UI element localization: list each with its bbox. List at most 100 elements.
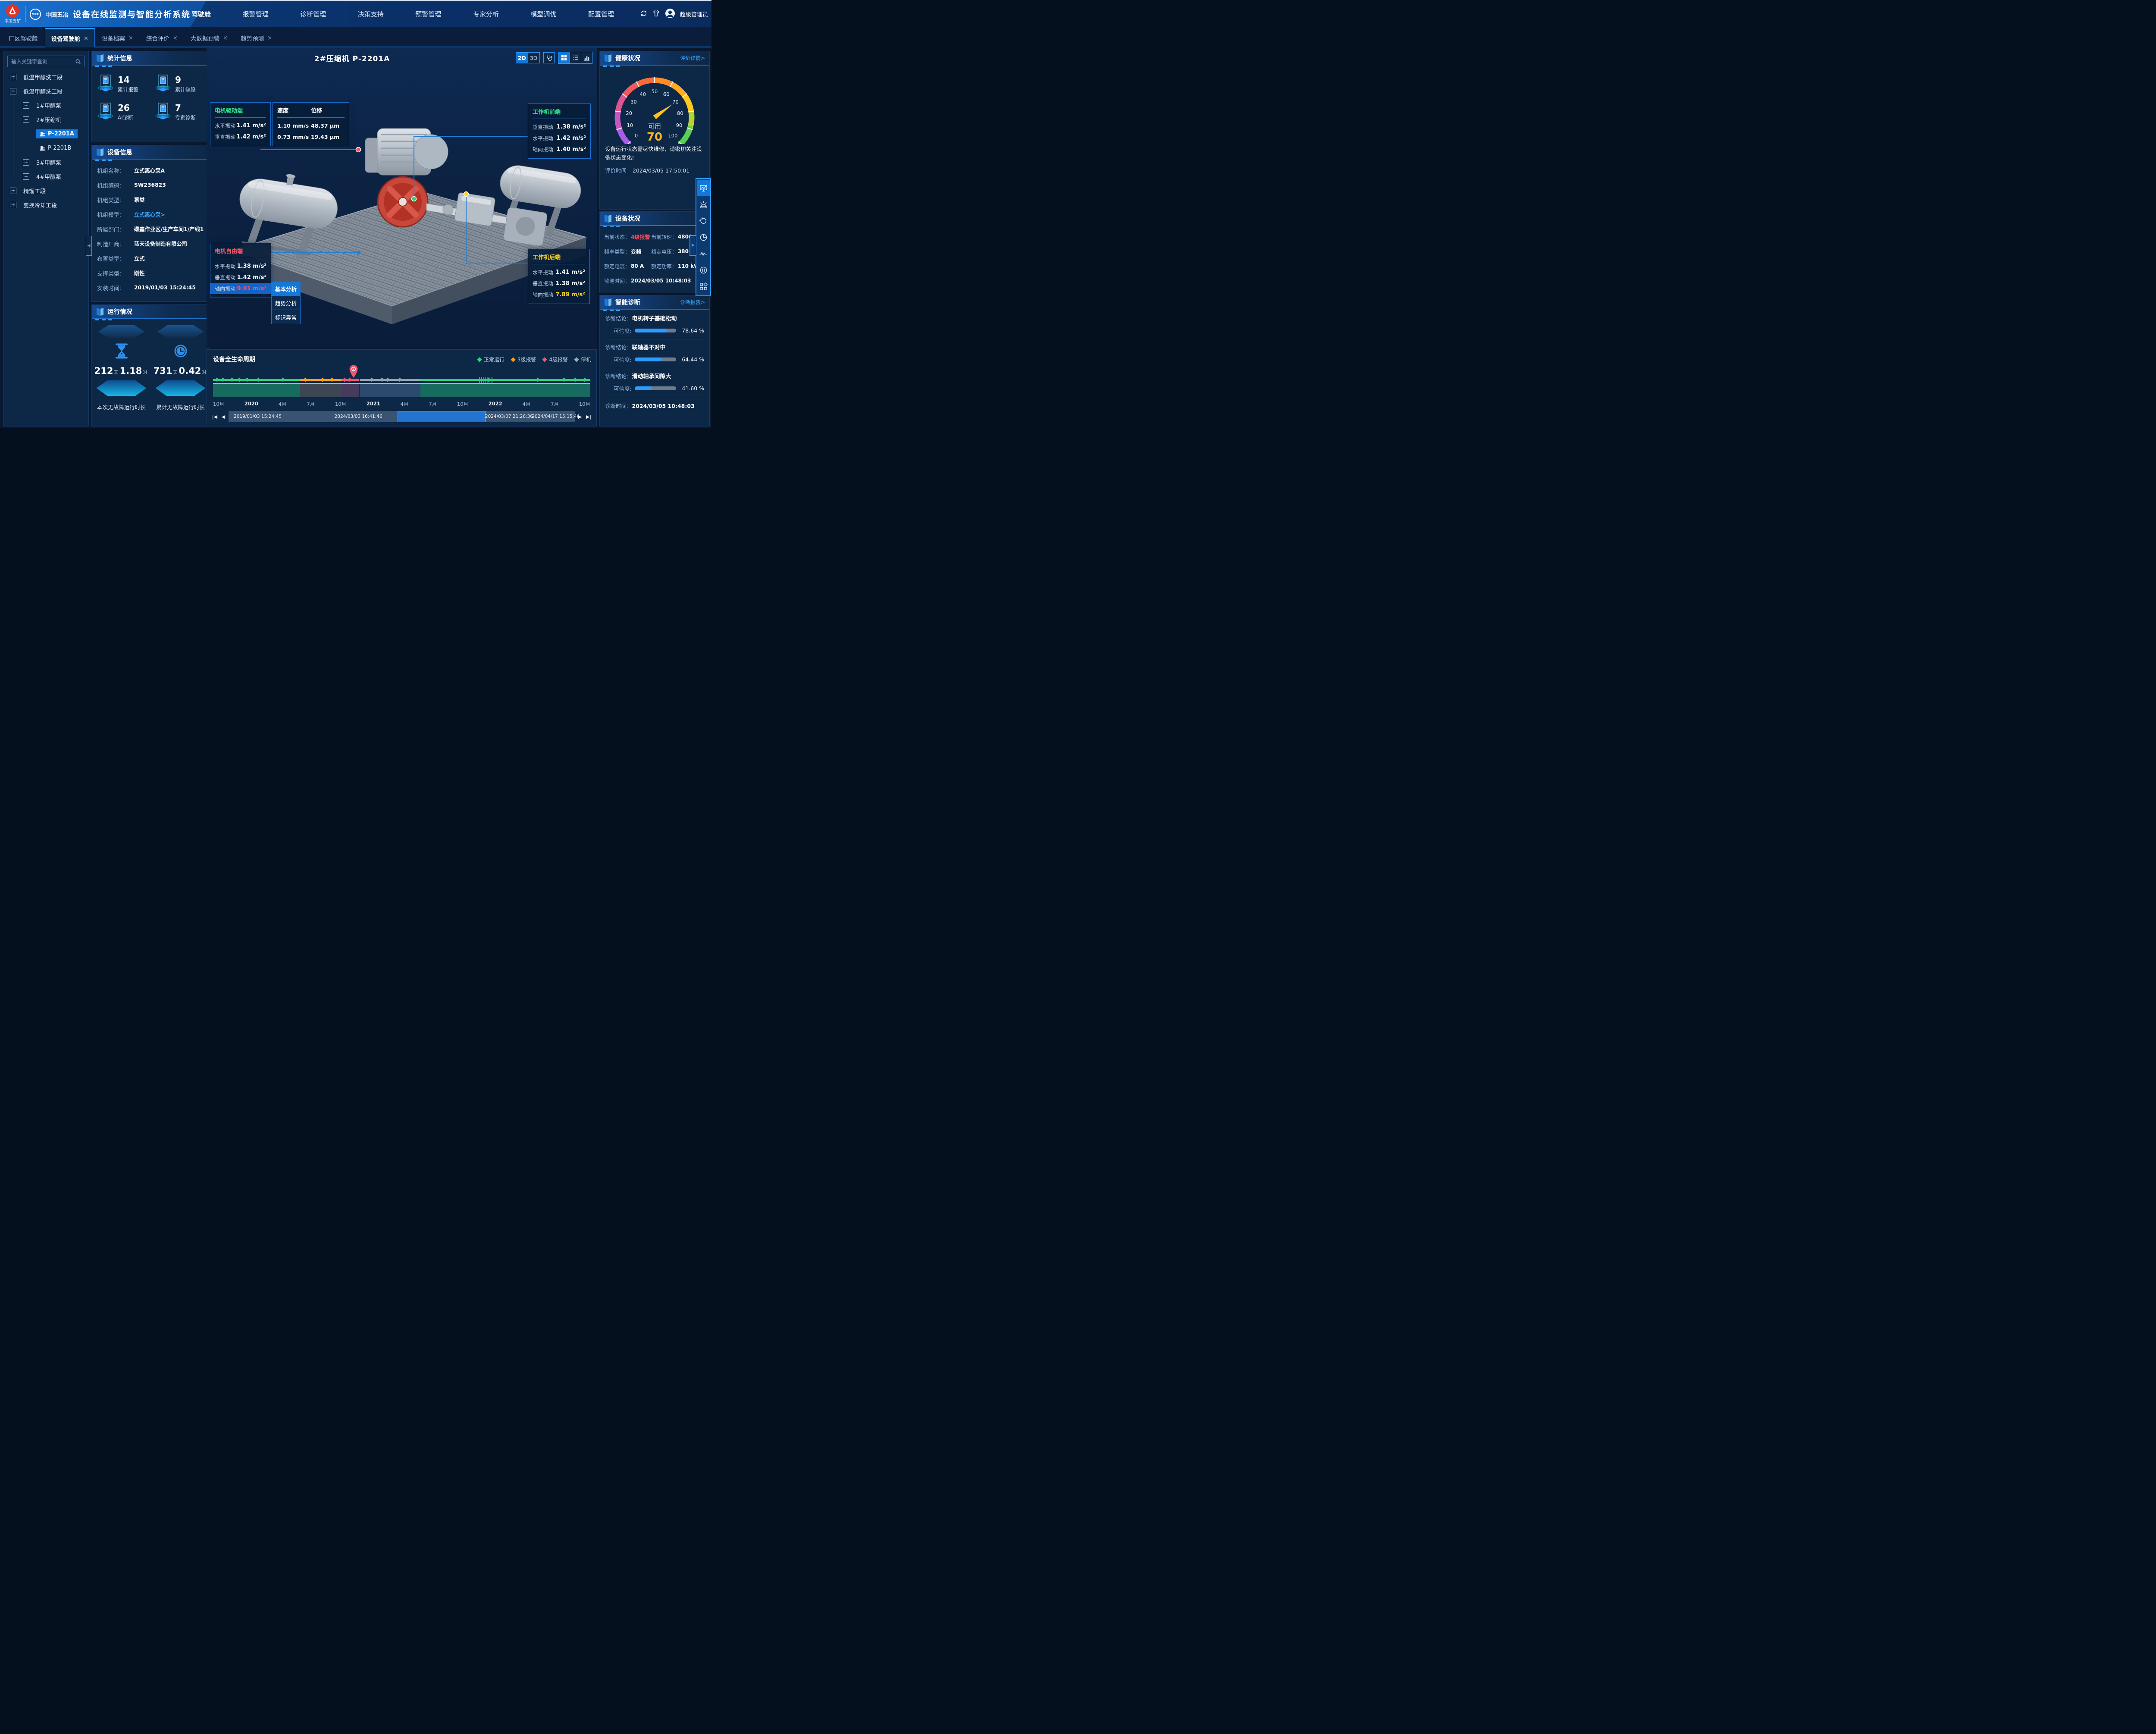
tab-大数据预警[interactable]: 大数据预警 ×: [185, 29, 234, 47]
nav-item-报警管理[interactable]: 报警管理: [242, 10, 269, 18]
nav-item-诊断管理[interactable]: 诊断管理: [300, 10, 326, 18]
sensor-dot-yellow[interactable]: [463, 191, 469, 197]
legend-正常运行[interactable]: 正常运行: [477, 356, 505, 363]
nav-item-决策支持[interactable]: 决策支持: [357, 10, 384, 18]
theme-skin-icon[interactable]: [652, 9, 660, 19]
tree-item-低温甲醇洗工段[interactable]: + 低温甲醇洗工段: [4, 70, 88, 84]
scrub-prev-button[interactable]: ◀: [221, 414, 226, 420]
avatar[interactable]: [665, 8, 675, 20]
gauge-arc-segment: [670, 82, 687, 97]
stat-value: 9: [175, 74, 181, 85]
diagnosis-tool-button[interactable]: [543, 52, 555, 63]
menu-item-标识异常[interactable]: 标识异常: [271, 310, 301, 324]
health-detail-link[interactable]: 评价详情>: [680, 55, 705, 61]
lifecycle-track[interactable]: [213, 377, 590, 383]
side-tool-pause-circle-icon[interactable]: [697, 262, 710, 278]
collapse-icon[interactable]: −: [23, 116, 29, 123]
info-value: SW236823: [134, 182, 166, 188]
tree-item-变换冷却工段[interactable]: + 变换冷却工段: [4, 198, 88, 212]
scrub-next-button[interactable]: ▶: [578, 414, 582, 420]
side-tool-blocks-layout-icon[interactable]: [697, 279, 710, 294]
grid-view-button[interactable]: [558, 52, 570, 63]
running-cards: 212天 1.18时 本次无故障运行时长 731天 0.42时 累计无故障运行时长: [92, 319, 210, 411]
nav-item-专家分析[interactable]: 专家分析: [473, 10, 499, 18]
model-link[interactable]: 立式离心泵>: [134, 212, 165, 218]
sidebar-collapse-button[interactable]: ◀: [86, 236, 92, 256]
toggle-3d[interactable]: 3D: [528, 53, 539, 63]
scrub-first-button[interactable]: |◀: [212, 414, 218, 420]
search-input[interactable]: [11, 58, 72, 65]
side-tool-waveform-icon[interactable]: [697, 246, 710, 261]
tree-item-低温甲醇洗工段[interactable]: − 低温甲醇洗工段: [4, 84, 88, 98]
tab-厂区驾驶舱[interactable]: 厂区驾驶舱: [3, 29, 44, 47]
side-tool-pie-clock-icon[interactable]: [697, 229, 710, 245]
legend-3级报警[interactable]: 3级报警: [511, 356, 536, 363]
collapse-icon[interactable]: −: [10, 88, 16, 94]
user-name[interactable]: 超级管理员: [680, 12, 708, 18]
nav-item-配置管理[interactable]: 配置管理: [588, 10, 614, 18]
vibration-value: 9.91 m/s²: [237, 285, 266, 292]
tree-item-1#甲醇泵[interactable]: +1#甲醇泵: [4, 98, 88, 113]
sensor-dot-green[interactable]: [411, 196, 417, 202]
stats-title: 统计信息: [107, 55, 132, 62]
diagnosis-report-link[interactable]: 诊断报告>: [680, 299, 705, 305]
tree-item-精馏工段[interactable]: + 精馏工段: [4, 184, 88, 198]
tab-close-icon[interactable]: ×: [84, 35, 88, 42]
overlay-title: 电机自由端: [215, 248, 243, 255]
toggle-2d[interactable]: 2D: [516, 53, 528, 63]
tree-item-2#压缩机[interactable]: −2#压缩机: [4, 113, 88, 127]
info-label: 机组类型：: [97, 197, 125, 204]
tab-close-icon[interactable]: ×: [128, 34, 133, 41]
tree-item-P-2201A[interactable]: P-2201A: [4, 127, 88, 141]
device-status-header: 设备状况: [600, 212, 709, 227]
tab-设备驾驶舱[interactable]: 设备驾驶舱 ×: [44, 28, 95, 47]
chart-view-button[interactable]: [581, 52, 592, 63]
search-icon[interactable]: [75, 59, 81, 65]
nav-item-驾驶舱[interactable]: 驾驶舱: [191, 10, 211, 18]
tab-label: 厂区驾驶舱: [9, 35, 38, 42]
side-tool-alarm-siren-icon[interactable]: [697, 197, 710, 212]
legend-4级报警[interactable]: 4级报警: [542, 356, 568, 363]
nav-item-预警管理[interactable]: 预警管理: [415, 10, 442, 18]
tab-close-icon[interactable]: ×: [267, 34, 273, 41]
side-tool-monitor-chart-icon[interactable]: [697, 180, 710, 196]
lifecycle-event-pin[interactable]: [348, 364, 359, 380]
tab-综合评价[interactable]: 综合评价 ×: [140, 29, 184, 47]
diagnosis-conclusion-row: 诊断结论：联轴器不对中: [605, 343, 704, 351]
menu-item-基本分析[interactable]: 基本分析: [271, 282, 301, 296]
scrub-track[interactable]: 2019/01/03 15:24:45 2024/03/03 16:41:46 20…: [229, 411, 580, 422]
expand-icon[interactable]: +: [10, 188, 16, 194]
expand-icon[interactable]: +: [23, 173, 29, 180]
expand-icon[interactable]: +: [23, 159, 29, 166]
tree-item-3#甲醇泵[interactable]: +3#甲醇泵: [4, 155, 88, 169]
info-value: 立式离心泵A: [134, 168, 165, 174]
stat-icon-wrap: [154, 101, 172, 122]
gauge-tick: [686, 127, 693, 130]
tree-item-P-2201B[interactable]: P-2201B: [4, 141, 88, 155]
menu-item-趋势分析[interactable]: 趋势分析: [271, 296, 301, 310]
tree-node-box: 1#甲醇泵: [33, 100, 65, 111]
running-status-title: 运行情况: [107, 309, 132, 316]
sensor-dot-red[interactable]: [355, 147, 361, 153]
tab-设备档案[interactable]: 设备档案 ×: [96, 29, 139, 47]
event-marker: [237, 377, 242, 382]
tab-close-icon[interactable]: ×: [223, 34, 228, 41]
refresh-icon[interactable]: [640, 9, 648, 19]
stat-item-专家诊断: 7 专家诊断: [151, 98, 208, 126]
nav-item-模型调优[interactable]: 模型调优: [530, 10, 557, 18]
scrub-last-button[interactable]: ▶|: [586, 414, 592, 420]
expand-icon[interactable]: +: [10, 74, 16, 80]
tab-close-icon[interactable]: ×: [172, 34, 178, 41]
sensor-dot-blue[interactable]: [356, 251, 360, 255]
list-view-button[interactable]: [570, 52, 581, 63]
band-segment: [300, 384, 342, 397]
diagnosis-item: 诊断结论：联轴器不对中 可信度: 64.44 %: [605, 339, 704, 368]
side-tool-rotate-refresh-icon[interactable]: [697, 213, 710, 229]
expand-icon[interactable]: +: [10, 202, 16, 208]
expand-icon[interactable]: +: [23, 102, 29, 109]
legend-停机[interactable]: 停机: [574, 356, 591, 363]
scrub-selection[interactable]: [397, 411, 486, 422]
tree-item-4#甲醇泵[interactable]: +4#甲醇泵: [4, 169, 88, 184]
side-toolbar-collapse-arrow[interactable]: ▶: [689, 235, 696, 256]
tab-趋势预测[interactable]: 趋势预测 ×: [235, 29, 278, 47]
